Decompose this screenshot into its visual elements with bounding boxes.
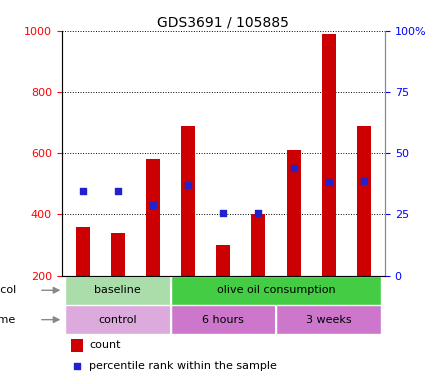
Text: 3 weeks: 3 weeks — [306, 314, 352, 324]
Bar — [171, 305, 276, 334]
Bar — [216, 245, 230, 276]
Text: baseline: baseline — [95, 285, 141, 295]
Bar — [181, 126, 195, 276]
Point — [114, 188, 121, 194]
Bar — [251, 214, 265, 276]
Bar — [111, 233, 125, 276]
Point — [79, 188, 86, 194]
Bar — [322, 34, 336, 276]
Bar — [65, 276, 171, 305]
Point — [220, 210, 227, 216]
Point — [255, 210, 262, 216]
Bar — [65, 305, 171, 334]
Bar — [76, 227, 90, 276]
Bar — [171, 276, 381, 305]
Text: 6 hours: 6 hours — [202, 314, 244, 324]
Text: control: control — [99, 314, 137, 324]
Bar — [146, 159, 160, 276]
Point — [360, 178, 367, 184]
Bar — [276, 305, 381, 334]
Point — [290, 166, 297, 172]
Point — [150, 202, 157, 208]
Text: olive oil consumption: olive oil consumption — [217, 285, 335, 295]
Bar — [357, 126, 371, 276]
Text: percentile rank within the sample: percentile rank within the sample — [89, 361, 277, 371]
Text: protocol: protocol — [0, 285, 16, 295]
Bar — [71, 339, 83, 352]
Point — [325, 179, 332, 185]
Point — [73, 363, 81, 369]
Text: time: time — [0, 314, 16, 324]
Point — [185, 182, 192, 189]
Title: GDS3691 / 105885: GDS3691 / 105885 — [158, 16, 289, 30]
Text: count: count — [89, 340, 121, 350]
Bar — [286, 150, 301, 276]
